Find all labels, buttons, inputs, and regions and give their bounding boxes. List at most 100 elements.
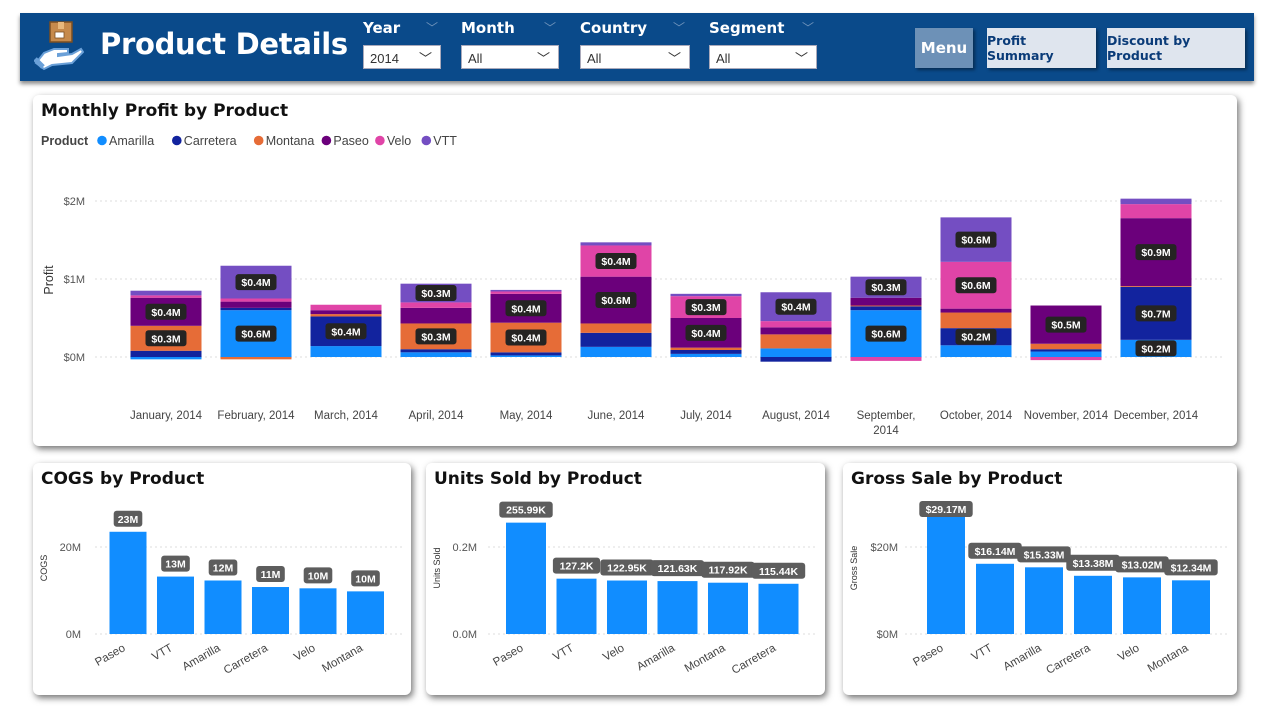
- segment-dropdown[interactable]: All ﹀: [709, 45, 817, 69]
- data-label: $0.4M: [511, 303, 540, 315]
- legend-marker-montana: [253, 135, 264, 146]
- data-label-bg: [256, 566, 285, 583]
- bar-segment-carretera: [490, 352, 562, 356]
- data-label-bg: [600, 559, 654, 576]
- bar: [758, 583, 799, 634]
- data-label: $15.33M: [1024, 549, 1065, 561]
- data-label-bg: [1017, 546, 1071, 563]
- x-tick-label: Carretera: [222, 642, 271, 677]
- data-label-bg: [955, 231, 997, 248]
- hand-with-box-icon: [34, 21, 84, 71]
- y-axis-label: COGS: [39, 555, 49, 582]
- bar: [1025, 567, 1063, 634]
- cogs-chart: COGS by Product 0M 20M COGS 23M Paseo 13M VTT 12…: [39, 469, 403, 677]
- bar-segment-montana: [1030, 343, 1102, 350]
- bar-segment-carretera: [760, 357, 832, 362]
- country-dropdown[interactable]: All ﹀: [580, 45, 690, 69]
- data-label-bg: [1135, 244, 1177, 261]
- data-label: $0.3M: [691, 302, 720, 314]
- y-tick-label: $1M: [64, 274, 85, 286]
- data-label-bg: [955, 277, 997, 294]
- data-label-bg: [303, 567, 333, 584]
- data-label-bg: [145, 330, 187, 347]
- bar-segment-amarilla: [400, 352, 472, 357]
- data-label-bg: [505, 300, 547, 317]
- legend-marker-amarilla: [97, 135, 107, 146]
- x-tick-label: Montana: [320, 642, 365, 675]
- bar-segment-amarilla: [940, 345, 1012, 357]
- bar-segment-montana: [1120, 286, 1192, 287]
- data-label-bg: [1045, 316, 1087, 333]
- y-tick-label: 20M: [60, 542, 81, 554]
- x-tick-label: Carretera: [1044, 642, 1093, 677]
- data-label-bg: [235, 325, 277, 342]
- legend-marker-velo: [375, 135, 385, 146]
- data-label: 11M: [261, 569, 281, 581]
- chevron-down-icon: ﹀: [536, 51, 550, 66]
- legend-entry-vtt: VTT: [433, 134, 457, 148]
- x-tick-label: 2014: [873, 425, 899, 437]
- data-label-bg: [415, 285, 457, 302]
- x-tick-label: Amarilla: [181, 642, 223, 673]
- month-dropdown[interactable]: All ﹀: [461, 45, 559, 69]
- bar-segment-carretera: [850, 306, 922, 311]
- bar: [607, 580, 647, 634]
- page-title: Product Details: [100, 27, 348, 61]
- filter-month-label: Month: [461, 19, 515, 37]
- bar-segment-vtt: [580, 242, 652, 246]
- bar-segment-velo: [220, 298, 292, 302]
- bar-segment-paseo: [850, 297, 922, 306]
- data-label: 121.63K: [658, 563, 698, 575]
- bar-segment-vtt: [670, 293, 742, 297]
- data-label-bg: [235, 274, 277, 291]
- data-label: $0.6M: [241, 329, 270, 341]
- data-label: $0.6M: [961, 235, 990, 247]
- bar-segment-amarilla: [760, 348, 832, 357]
- bar-segment-vtt: [490, 289, 562, 292]
- bar-segment-paseo: [400, 307, 472, 324]
- data-label-bg: [351, 570, 380, 587]
- monthly-profit-chart: Monthly Profit by Product Product Amarilla…: [41, 101, 1223, 437]
- x-tick-label: Velo: [292, 642, 317, 664]
- bar: [657, 581, 698, 634]
- bar-segment-vtt: [1120, 198, 1192, 205]
- data-label: 12M: [213, 562, 234, 574]
- x-tick-label: Paseo: [491, 642, 525, 669]
- data-label-bg: [1066, 554, 1120, 571]
- menu-button[interactable]: Menu: [915, 28, 973, 68]
- bar: [927, 507, 965, 634]
- data-label: $0.6M: [601, 295, 630, 307]
- profit-summary-button[interactable]: Profit Summary: [987, 28, 1096, 68]
- year-value: 2014: [370, 51, 399, 66]
- bar-segment-montana: [220, 357, 292, 360]
- data-label-bg: [113, 510, 143, 527]
- legend-marker-paseo: [321, 135, 332, 146]
- x-tick-label: March, 2014: [314, 410, 379, 422]
- data-label-bg: [701, 561, 755, 578]
- bar-segment-montana: [760, 334, 832, 349]
- filter-year-label: Year: [363, 19, 401, 37]
- data-label: $0.4M: [781, 302, 810, 314]
- data-label-bg: [865, 279, 907, 296]
- x-tick-label: February, 2014: [217, 410, 295, 422]
- bar: [252, 587, 289, 634]
- y-tick-label: 0.2M: [453, 542, 477, 554]
- data-label-bg: [775, 298, 817, 315]
- data-label: $0.3M: [421, 331, 450, 343]
- data-label: $0.2M: [961, 332, 990, 344]
- y-axis-label: Gross Sale: [849, 546, 859, 591]
- discount-by-product-button[interactable]: Discount by Product: [1107, 28, 1245, 68]
- x-tick-label: May, 2014: [500, 410, 553, 422]
- legend-entry-amarilla: Amarilla: [109, 134, 154, 148]
- header-bar: Product Details Year ﹀ 2014 ﹀ Month ﹀ All…: [20, 13, 1254, 81]
- data-label: 10M: [355, 573, 376, 585]
- y-tick-label: $0M: [64, 352, 85, 364]
- year-dropdown[interactable]: 2014 ﹀: [363, 45, 441, 69]
- chevron-down-icon: ﹀: [794, 51, 808, 66]
- bar-segment-velo: [1120, 204, 1192, 219]
- data-label-bg: [505, 329, 547, 346]
- bar-segment-velo: [760, 321, 832, 328]
- data-label: $0.4M: [511, 333, 540, 345]
- bar: [556, 578, 597, 634]
- bar: [976, 563, 1014, 634]
